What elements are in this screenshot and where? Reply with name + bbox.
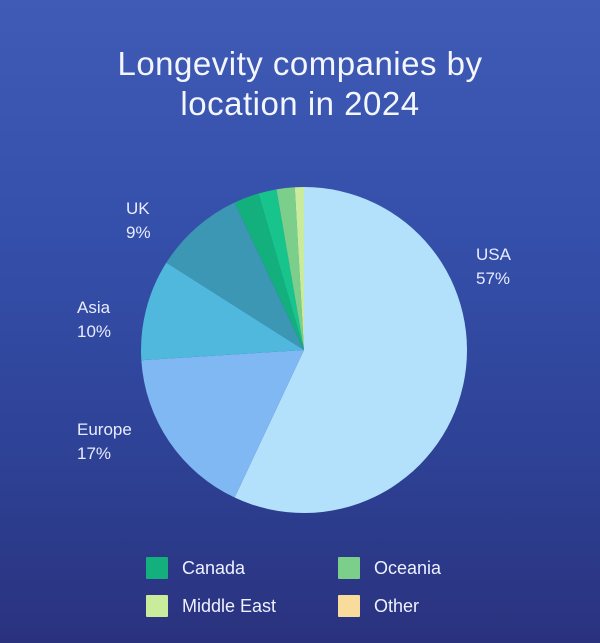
chart-title: Longevity companies by location in 2024 (0, 44, 600, 124)
label-usa: USA 57% (476, 243, 511, 291)
label-usa-name: USA (476, 245, 511, 264)
pie-slice-canada-4 (234, 193, 304, 350)
label-asia-name: Asia (77, 298, 111, 317)
label-asia-value: 10% (77, 322, 112, 341)
pie-slice-asia-2 (141, 262, 304, 361)
label-uk: UK 9% (126, 197, 151, 245)
pie-slice-canada-5 (258, 189, 304, 350)
label-asia: Asia 10% (77, 296, 111, 344)
label-usa-value: 57% (476, 269, 511, 288)
label-uk-value: 9% (126, 223, 151, 242)
chart-title-line-1: Longevity companies by (117, 45, 483, 82)
label-uk-name: UK (126, 199, 150, 218)
label-europe-name: Europe (77, 420, 132, 439)
pie-slice-europe-1 (141, 350, 304, 498)
pie-slice-middle-east-7 (294, 187, 304, 350)
pie-slice-usa-0 (234, 187, 467, 513)
chart-title-line-2: location in 2024 (180, 85, 420, 122)
label-europe: Europe 17% (77, 418, 132, 466)
pie-slices (141, 187, 467, 513)
label-europe-value: 17% (77, 444, 112, 463)
pie-slice-uk-3 (166, 202, 304, 350)
pie-slice-oceania-6 (276, 187, 304, 350)
